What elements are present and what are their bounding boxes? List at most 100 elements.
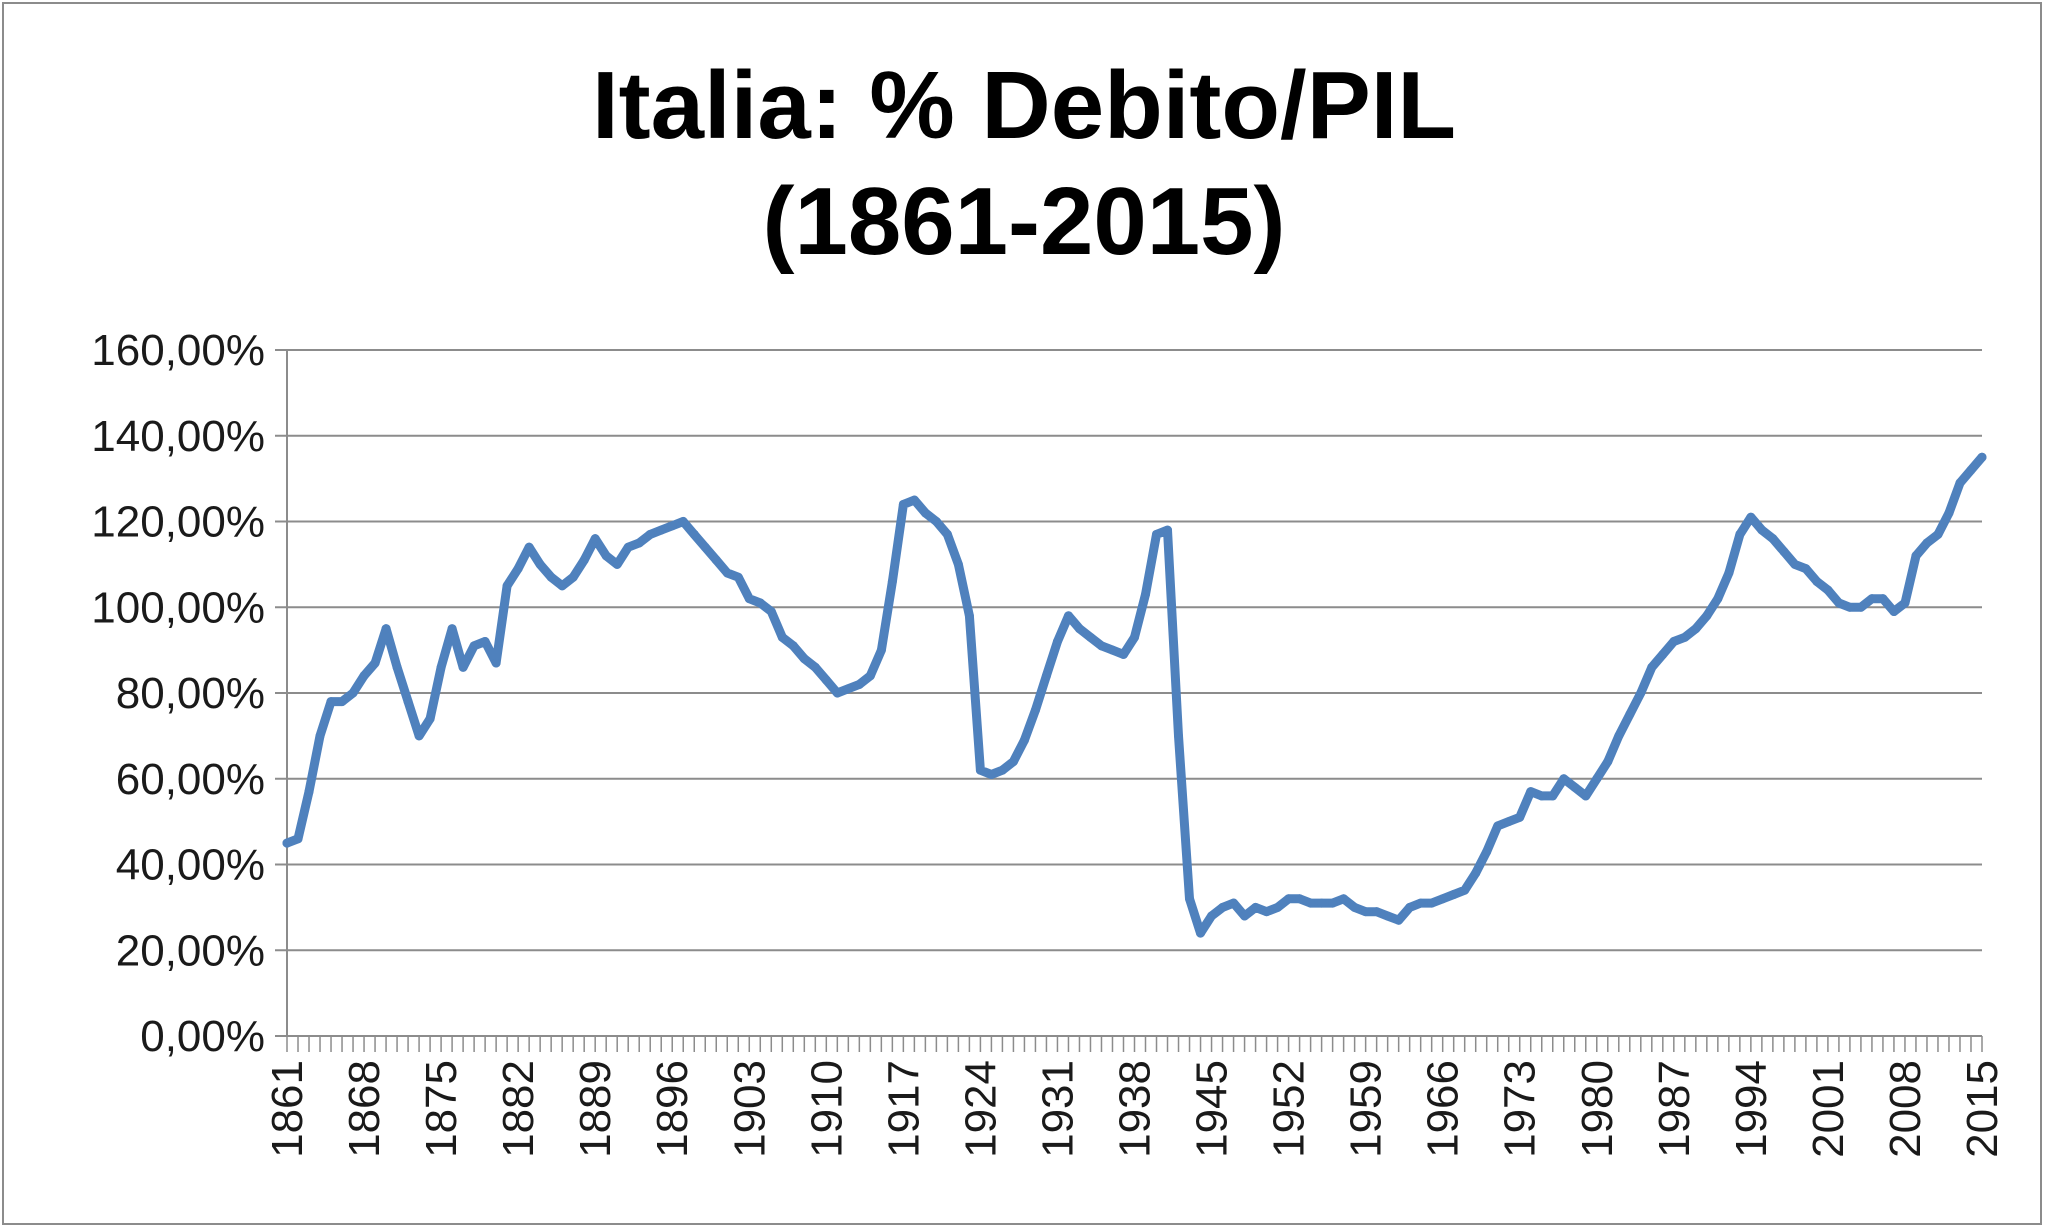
- data-point: [810, 662, 820, 672]
- data-point: [1559, 774, 1569, 784]
- data-point: [491, 658, 501, 668]
- data-point: [1372, 907, 1382, 917]
- y-tick-label: 80,00%: [116, 669, 265, 718]
- data-point: [942, 529, 952, 539]
- data-point: [832, 688, 842, 698]
- data-point: [1284, 894, 1294, 904]
- data-point: [1911, 551, 1921, 561]
- data-point: [1581, 791, 1591, 801]
- x-tick-label: 1994: [1727, 1060, 1776, 1158]
- data-point: [1724, 568, 1734, 578]
- x-tick-label: 1952: [1265, 1060, 1314, 1158]
- data-point: [623, 542, 633, 552]
- data-point: [986, 769, 996, 779]
- data-point: [997, 765, 1007, 775]
- data-point: [1944, 508, 1954, 518]
- data-point: [733, 572, 743, 582]
- data-point: [645, 529, 655, 539]
- data-point: [1669, 637, 1679, 647]
- x-tick-label: 1980: [1573, 1060, 1622, 1158]
- data-point: [1240, 911, 1250, 921]
- x-tick-label: 1889: [571, 1060, 620, 1158]
- data-point: [1063, 611, 1073, 621]
- data-point: [1757, 525, 1767, 535]
- data-point: [1779, 547, 1789, 557]
- data-point: [458, 662, 468, 672]
- data-point: [1878, 594, 1888, 604]
- data-point: [469, 641, 479, 651]
- data-point: [1867, 594, 1877, 604]
- data-point: [1196, 928, 1206, 938]
- data-point: [1328, 898, 1338, 908]
- data-point: [447, 624, 457, 634]
- data-point: [414, 731, 424, 741]
- data-point: [909, 495, 919, 505]
- data-point: [326, 697, 336, 707]
- y-tick-label: 120,00%: [91, 498, 265, 547]
- chart-title: Italia: % Debito/PIL (1861-2015): [0, 48, 2048, 280]
- data-point: [1174, 731, 1184, 741]
- data-point: [348, 688, 358, 698]
- data-point: [1405, 902, 1415, 912]
- data-point: [282, 838, 292, 848]
- data-point: [1493, 821, 1503, 831]
- data-point: [1922, 538, 1932, 548]
- data-point: [1163, 525, 1173, 535]
- data-point: [1471, 868, 1481, 878]
- y-tick-label: 140,00%: [91, 412, 265, 461]
- data-point: [436, 662, 446, 672]
- data-point: [425, 714, 435, 724]
- data-point: [1361, 907, 1371, 917]
- data-point: [1801, 564, 1811, 574]
- data-point: [1845, 602, 1855, 612]
- data-point: [865, 671, 875, 681]
- x-tick-label: 2015: [1958, 1060, 2007, 1158]
- data-point: [1207, 911, 1217, 921]
- data-point: [689, 529, 699, 539]
- data-point: [1834, 598, 1844, 608]
- axes: [275, 349, 1983, 1052]
- x-tick-label: 1959: [1342, 1060, 1391, 1158]
- data-point: [843, 684, 853, 694]
- data-point: [953, 559, 963, 569]
- x-tick-label: 1931: [1033, 1060, 1082, 1158]
- data-point: [1856, 602, 1866, 612]
- x-tick-label: 1882: [494, 1060, 543, 1158]
- data-point: [293, 834, 303, 844]
- data-point: [1625, 709, 1635, 719]
- data-point: [1130, 632, 1139, 642]
- data-point: [898, 499, 908, 509]
- y-tick-label: 0,00%: [140, 1012, 265, 1061]
- x-tick-label: 1973: [1496, 1060, 1545, 1158]
- data-point: [744, 594, 754, 604]
- data-point: [656, 525, 666, 535]
- data-point: [1019, 735, 1029, 745]
- data-point: [1900, 598, 1910, 608]
- data-point: [579, 555, 589, 565]
- data-point: [1295, 894, 1305, 904]
- data-point: [337, 697, 347, 707]
- gridlines: [287, 349, 1982, 952]
- data-point: [1030, 705, 1040, 715]
- series-layer: [282, 452, 1987, 938]
- x-tick-label: 1917: [879, 1060, 928, 1158]
- data-point: [854, 679, 864, 689]
- data-point: [513, 564, 523, 574]
- data-point: [711, 555, 721, 565]
- data-point: [1658, 649, 1668, 659]
- data-point: [1141, 589, 1151, 599]
- data-point: [480, 637, 490, 647]
- data-point: [777, 632, 787, 642]
- data-point: [1746, 512, 1756, 522]
- x-tick-label: 1861: [263, 1060, 312, 1158]
- data-point: [601, 551, 611, 561]
- data-point: [1603, 757, 1613, 767]
- data-point: [920, 508, 930, 518]
- data-point: [315, 731, 325, 741]
- data-point: [821, 675, 831, 685]
- data-point: [1823, 585, 1833, 595]
- x-tick-label: 1896: [648, 1060, 697, 1158]
- x-tick-label: 1903: [725, 1060, 774, 1158]
